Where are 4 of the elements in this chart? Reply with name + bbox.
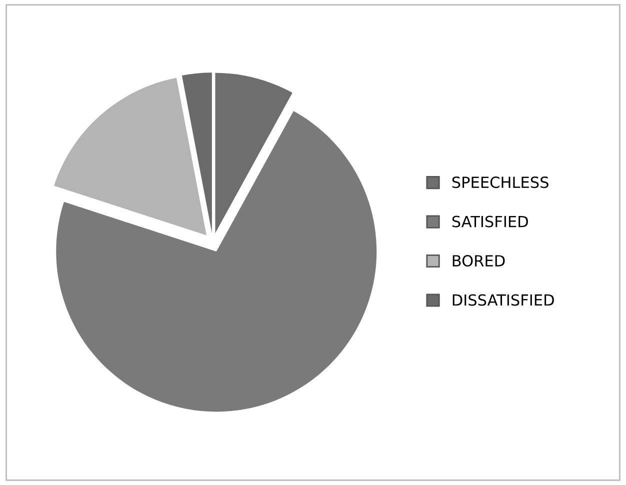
legend-label: BORED bbox=[452, 254, 505, 267]
legend-label: SPEECHLESS bbox=[452, 176, 548, 188]
legend-label: DISSATISFIED bbox=[452, 294, 554, 306]
legend-label: SATISFIED bbox=[452, 216, 528, 228]
